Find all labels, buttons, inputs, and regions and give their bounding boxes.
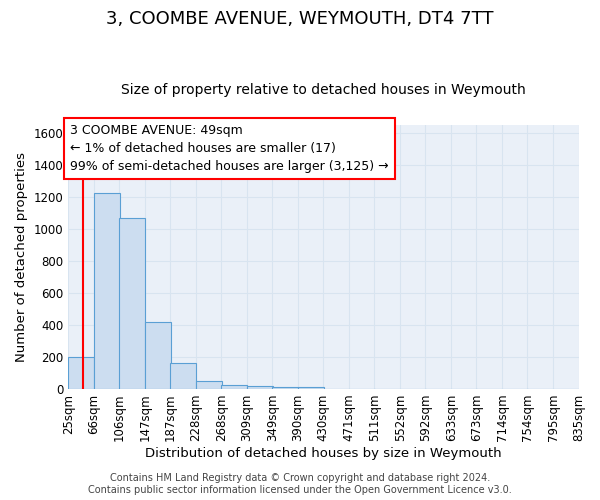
Bar [196, 382, 222, 389]
Bar [68, 357, 94, 389]
Text: 3 COOMBE AVENUE: 49sqm
← 1% of detached houses are smaller (17)
99% of semi-deta: 3 COOMBE AVENUE: 49sqm ← 1% of detached … [70, 124, 389, 173]
Title: Size of property relative to detached houses in Weymouth: Size of property relative to detached ho… [121, 83, 526, 97]
Bar [170, 362, 196, 389]
Text: Contains HM Land Registry data © Crown copyright and database right 2024.
Contai: Contains HM Land Registry data © Crown c… [88, 474, 512, 495]
Bar [94, 192, 120, 389]
Bar [221, 385, 247, 389]
Bar [272, 386, 298, 389]
Text: 3, COOMBE AVENUE, WEYMOUTH, DT4 7TT: 3, COOMBE AVENUE, WEYMOUTH, DT4 7TT [106, 10, 494, 28]
X-axis label: Distribution of detached houses by size in Weymouth: Distribution of detached houses by size … [145, 447, 502, 460]
Bar [298, 386, 324, 389]
Bar [247, 386, 273, 389]
Bar [119, 218, 145, 389]
Y-axis label: Number of detached properties: Number of detached properties [15, 152, 28, 362]
Bar [145, 322, 171, 389]
